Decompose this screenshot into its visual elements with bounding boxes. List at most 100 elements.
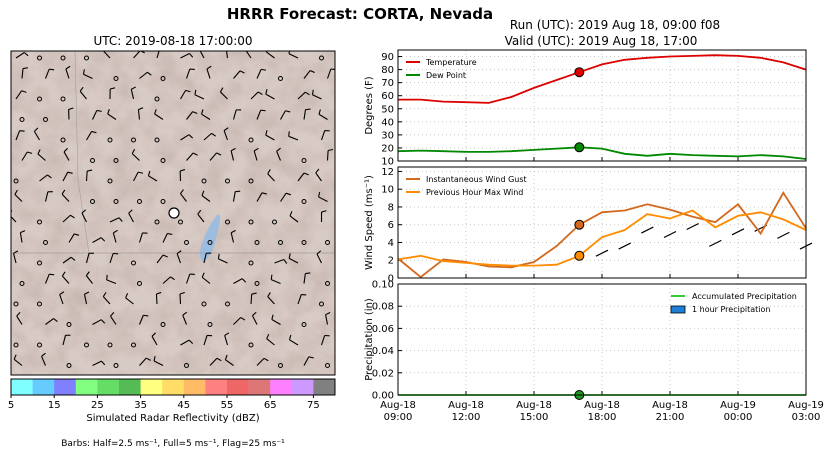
wind-barb-shaft — [156, 294, 157, 304]
y-tick-label: 70 — [381, 78, 394, 89]
colorbar-tick-label: 55 — [221, 400, 234, 411]
y-tick-label: 0.04 — [372, 346, 394, 357]
colorbar-segment — [292, 379, 314, 395]
x-tick-label: 03:00 — [792, 412, 821, 423]
colorbar-segment — [184, 379, 206, 395]
reflectivity-map — [9, 46, 336, 375]
y-tick-label: 12 — [381, 167, 394, 178]
wind-barb-flag — [261, 69, 266, 70]
legend-entry: Dew Point — [426, 71, 466, 80]
run-time-label: Run (UTC): 2019 Aug 18, 09:00 f08 — [510, 18, 720, 32]
wind-barb-flag — [143, 315, 148, 316]
y-tick-label: 10 — [381, 157, 394, 168]
colorbar-tick-label: 25 — [91, 400, 104, 411]
valid-time-label: Valid (UTC): 2019 Aug 18, 17:00 — [505, 34, 698, 48]
colorbar-segment — [11, 379, 33, 395]
x-tick-label: 00:00 — [724, 412, 753, 423]
colorbar-tick-label: 45 — [177, 400, 190, 411]
wind-barb-shaft — [328, 151, 329, 161]
wind-barb-flag — [271, 275, 272, 280]
x-tick-label: Aug-19 — [788, 400, 824, 411]
colorbar-segment — [313, 379, 335, 395]
x-tick-label: Aug-18 — [380, 400, 416, 411]
y-tick-label: 8 — [388, 202, 394, 213]
wind-barb-flag — [49, 69, 54, 70]
colorbar-segment — [119, 379, 141, 395]
wind-barb-flag — [20, 131, 25, 132]
y-tick-label: 0.02 — [372, 368, 394, 379]
wind-barb-flag — [49, 274, 54, 275]
y-tick-label: 0.06 — [372, 324, 394, 335]
valid-time-marker — [575, 143, 584, 152]
wind-barb-flag — [289, 131, 290, 136]
colorbar-tick-label: 15 — [48, 400, 61, 411]
x-tick-label: Aug-18 — [584, 400, 620, 411]
x-tick-label: Aug-19 — [720, 400, 756, 411]
x-tick-label: 12:00 — [452, 412, 481, 423]
y-tick-label: 50 — [381, 104, 394, 115]
wind-barb-shaft — [87, 171, 88, 181]
y-tick-label: 40 — [381, 117, 394, 128]
x-tick-label: 15:00 — [520, 412, 549, 423]
x-tick-label: 09:00 — [384, 412, 413, 423]
colorbar-segment — [33, 379, 55, 395]
reflectivity-colorbar: 5 15 25 35 45 55 65 75 — [8, 379, 335, 411]
y-tick-label: 2 — [388, 256, 394, 267]
y-tick-label: 80 — [381, 65, 394, 76]
colorbar-segment — [54, 379, 76, 395]
map-time-title: UTC: 2019-08-18 17:00:00 — [93, 34, 252, 48]
y-tick-label: 0.08 — [372, 302, 394, 313]
colorbar-segment — [270, 379, 292, 395]
colorbar-tick-label: 35 — [134, 400, 147, 411]
colorbar-tick-label: 65 — [264, 400, 277, 411]
y-tick-label: 6 — [388, 220, 394, 231]
y-tick-label: 20 — [381, 143, 394, 154]
barbs-legend-note: Barbs: Half=2.5 ms⁻¹, Full=5 ms⁻¹, Flag=… — [61, 439, 285, 449]
figure-title: HRRR Forecast: CORTA, Nevada — [227, 5, 493, 23]
legend-entry: Previous Hour Max Wind — [426, 188, 523, 197]
colorbar-segment — [205, 379, 227, 395]
legend-entry: 1 hour Precipitation — [692, 305, 771, 314]
colorbar-segment — [227, 379, 249, 395]
y-axis-label: Wind Speed (ms⁻¹) — [364, 175, 375, 270]
colorbar-segment — [76, 379, 98, 395]
x-tick-label: 21:00 — [656, 412, 685, 423]
legend-entry: Accumulated Precipitation — [692, 292, 797, 301]
y-tick-label: 30 — [381, 130, 394, 141]
y-axis-label: Degrees (F) — [364, 76, 375, 134]
y-tick-label: 0.10 — [372, 280, 394, 291]
legend-swatch — [671, 306, 685, 313]
y-tick-label: 90 — [381, 52, 394, 63]
x-tick-label: Aug-18 — [516, 400, 552, 411]
wind-barb-flag — [107, 275, 108, 280]
x-tick-label: Aug-18 — [652, 400, 688, 411]
y-tick-label: 10 — [381, 185, 394, 196]
site-location-marker — [169, 208, 179, 218]
valid-time-marker — [575, 68, 584, 77]
colorbar-segment — [97, 379, 119, 395]
wind-barb-flag — [306, 109, 311, 110]
colorbar-tick-label: 75 — [307, 400, 320, 411]
valid-time-marker — [575, 220, 584, 229]
colorbar-label: Simulated Radar Reflectivity (dBZ) — [86, 413, 259, 424]
colorbar-segment — [249, 379, 271, 395]
wind-barb-shaft — [251, 294, 252, 304]
legend-entry: Instantaneous Wind Gust — [426, 175, 527, 184]
wind-barb-shaft — [180, 294, 181, 304]
colorbar-tick-label: 5 — [8, 400, 14, 411]
wind-barb-flag — [305, 273, 310, 274]
colorbar-segment — [162, 379, 184, 395]
y-tick-label: 4 — [388, 238, 394, 249]
legend-entry: Temperature — [425, 58, 477, 67]
y-axis-label: Precipitation (in) — [364, 298, 375, 381]
x-tick-label: Aug-18 — [448, 400, 484, 411]
x-tick-label: 18:00 — [588, 412, 617, 423]
valid-time-marker — [575, 251, 584, 260]
colorbar-segment — [141, 379, 163, 395]
wind-barb-flag — [261, 110, 266, 111]
